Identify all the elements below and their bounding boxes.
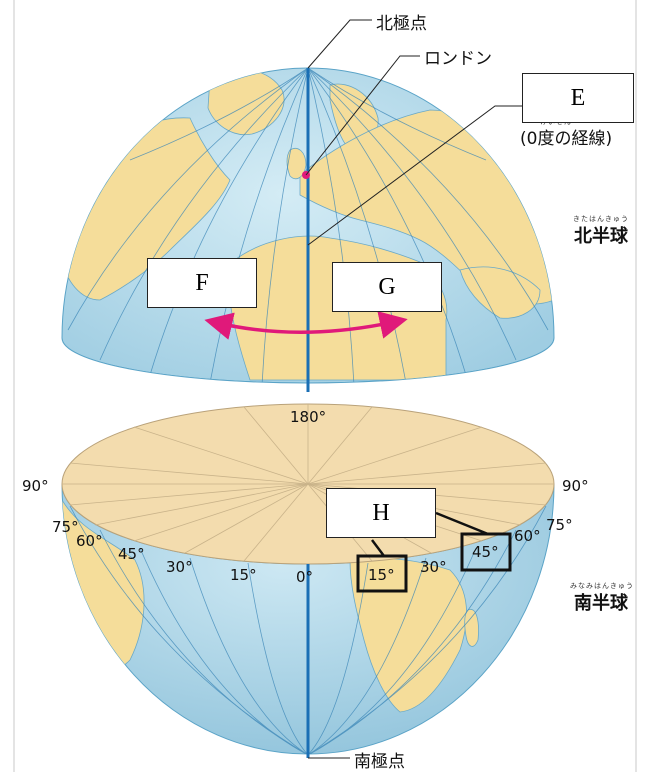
h-callouts — [356, 511, 512, 593]
box-h: H — [326, 488, 436, 538]
southern-hemisphere-ruby: みなみはんきゅう — [570, 582, 634, 590]
degree-75-right: 75° — [546, 516, 573, 534]
degree-30-left: 30° — [166, 558, 193, 576]
madagascar-land — [464, 608, 479, 647]
degree-15-right: 15° — [368, 566, 395, 584]
box-15-highlight — [356, 554, 408, 593]
degree-45-left: 45° — [118, 545, 145, 563]
degree-180: 180° — [290, 408, 327, 426]
box-f: F — [147, 258, 257, 308]
north-pole-label: 北極点 — [376, 14, 427, 34]
southern-meridians — [69, 505, 547, 754]
degree-60-right: 60° — [514, 527, 541, 545]
degree-60-left: 60° — [76, 532, 103, 550]
degree-90-right: 90° — [562, 477, 589, 495]
southern-hemisphere-label: 南半球 — [574, 593, 628, 614]
arabia-land — [459, 266, 541, 319]
degree-15-left: 15° — [230, 566, 257, 584]
northern-meridians — [67, 68, 549, 383]
degree-90-left: 90° — [22, 477, 49, 495]
degree-45-right: 45° — [472, 543, 499, 561]
box-e: E — [522, 73, 634, 123]
northern-hemisphere-label: 北半球 — [574, 226, 628, 247]
prime-meridian-label: (0度の経線) — [520, 129, 613, 149]
degree-75-left: 75° — [52, 518, 79, 536]
box-g: G — [332, 262, 442, 312]
northern-hemisphere-ruby: きたはんきゅう — [573, 215, 629, 223]
degree-0: 0° — [296, 568, 314, 586]
britain-land — [286, 148, 307, 180]
south-pole-label: 南極点 — [354, 752, 405, 772]
leader-lines — [305, 19, 525, 759]
africa-south-land — [349, 557, 467, 713]
degree-30-right: 30° — [420, 558, 447, 576]
london-label: ロンドン — [424, 49, 492, 69]
rotation-arrow — [204, 311, 408, 340]
